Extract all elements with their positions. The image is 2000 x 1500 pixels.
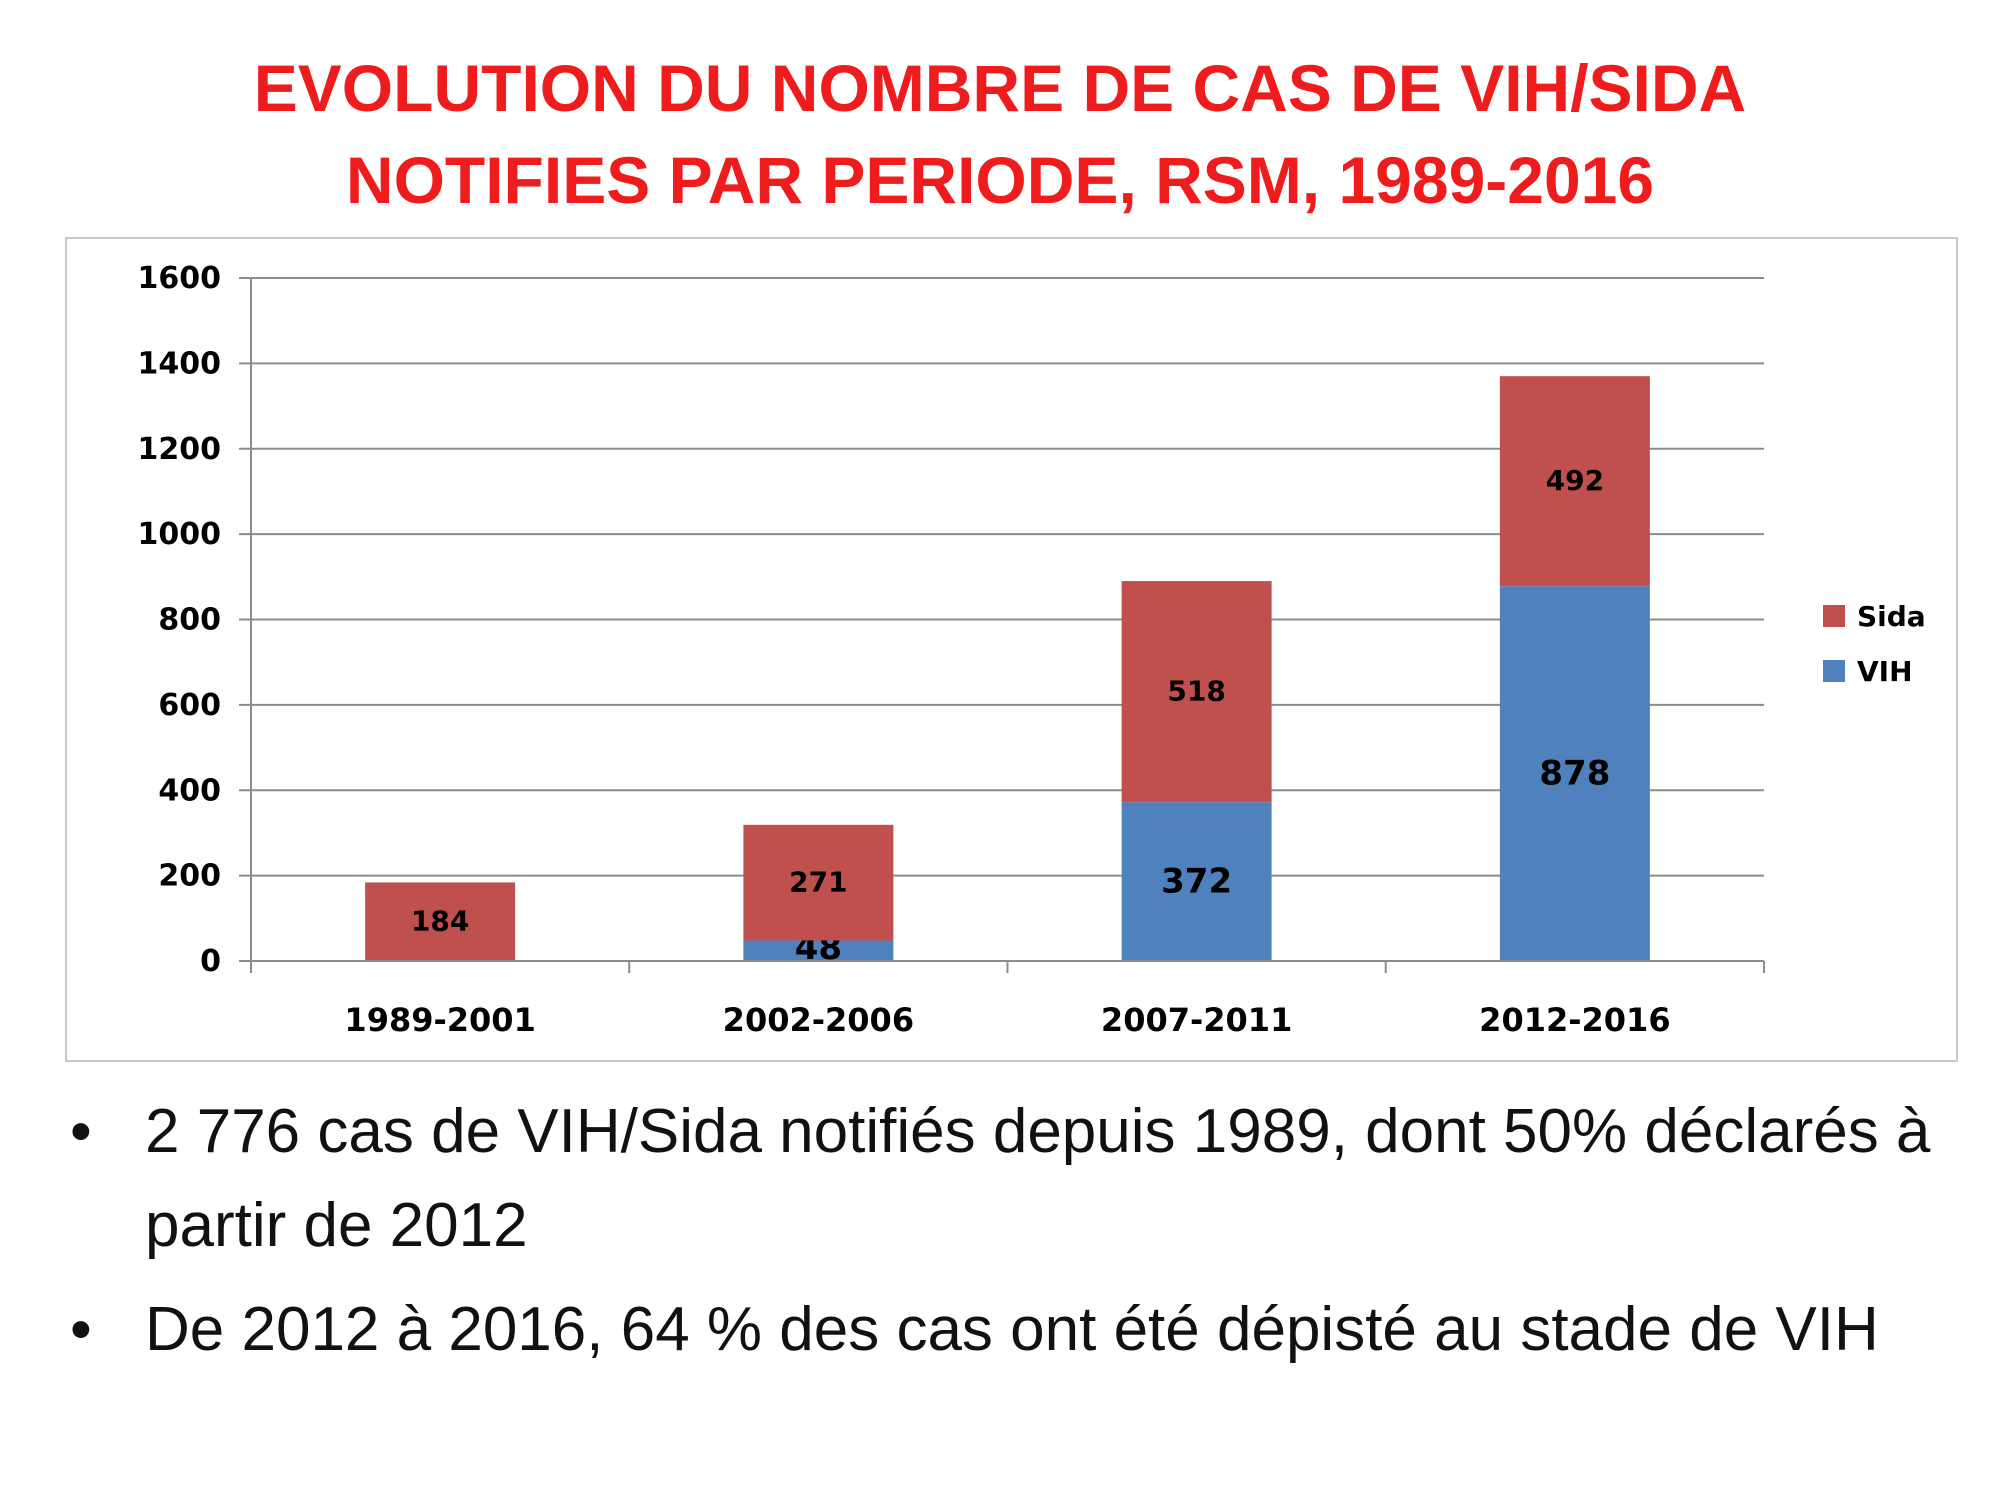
legend-label-vih: VIH: [1857, 655, 1913, 688]
data-label-sida: 184: [411, 905, 469, 938]
y-tick-label: 1400: [138, 346, 222, 381]
legend-swatch-sida: [1823, 605, 1845, 627]
y-tick-label: 1200: [138, 432, 222, 467]
legend-swatch-vih: [1823, 660, 1845, 682]
chart-frame: 0 200 400 600 800 1000 1200 1400 1600 184 48 271 372…: [65, 237, 1958, 1062]
data-label-sida: 492: [1546, 464, 1604, 497]
y-tick-label: 800: [158, 603, 221, 638]
data-label-sida: 518: [1167, 675, 1225, 708]
bar-vih: [743, 940, 894, 961]
y-tick-label: 600: [158, 688, 221, 723]
x-tick-label: 2007-2011: [1101, 1001, 1292, 1039]
title-line-2: NOTIFIES PAR PERIODE, RSM, 1989-2016: [345, 143, 1655, 217]
data-label-vih: 372: [1161, 862, 1232, 902]
x-tick-label: 2002-2006: [723, 1001, 914, 1039]
data-label-vih: 878: [1539, 754, 1610, 794]
data-label-sida: 271: [789, 866, 847, 899]
bar-sida: [365, 882, 516, 961]
y-tick-label: 200: [158, 859, 221, 894]
bar-vih: [1121, 802, 1272, 961]
y-tick-label: 400: [158, 773, 221, 808]
slide-title: EVOLUTION DU NOMBRE DE CAS DE VIH/SIDA N…: [0, 42, 2000, 226]
bar-sida: [1121, 581, 1272, 803]
bar-vih: [1499, 586, 1650, 961]
bar-sida: [743, 824, 894, 941]
x-tick-label: 1989-2001: [344, 1001, 535, 1039]
title-line-1: EVOLUTION DU NOMBRE DE CAS DE VIH/SIDA: [253, 51, 1747, 125]
bullet-item-2: • De 2012 à 2016, 64 % des cas ont été d…: [0, 1283, 2000, 1377]
x-tick-label: 2012-2016: [1479, 1001, 1670, 1039]
bar-sida: [1499, 376, 1650, 587]
bullet-text: De 2012 à 2016, 64 % des cas ont été dép…: [145, 1295, 1879, 1364]
y-tick-label: 1000: [138, 517, 222, 552]
bullet-marker: •: [70, 1295, 92, 1364]
bullet-item-1: • 2 776 cas de VIH/Sida notifiés depuis …: [0, 1085, 2000, 1273]
y-tick-label: 1600: [138, 261, 222, 296]
bullet-text: 2 776 cas de VIH/Sida notifiés depuis 19…: [145, 1097, 1931, 1260]
bullet-marker: •: [70, 1097, 92, 1166]
y-tick-label: 0: [200, 944, 221, 979]
legend-label-sida: Sida: [1857, 600, 1926, 633]
bullet-list: • 2 776 cas de VIH/Sida notifiés depuis …: [0, 1085, 2000, 1387]
